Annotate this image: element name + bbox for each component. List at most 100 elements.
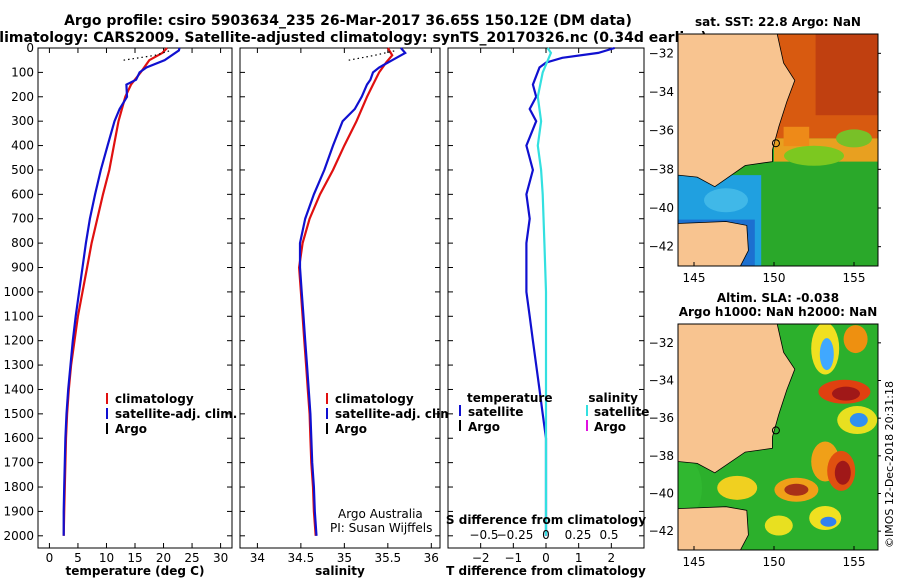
y-tick-label: 1100 [3, 309, 34, 323]
credit-line1: Argo Australia [338, 507, 423, 521]
map-body [678, 324, 878, 550]
profile-location-marker [771, 139, 780, 148]
x-tick-label: −1 [504, 551, 522, 565]
y-tick-label: −42 [649, 240, 674, 254]
x-tick-label: 0 [542, 551, 550, 565]
cool-patch [784, 145, 844, 166]
y-tick-label: −34 [649, 374, 674, 388]
y-tick-label: 400 [11, 139, 34, 153]
sla-map-panel: 145 150 155 −32 −34 −36 −38 −40 −42 Altim. SLA: -… [649, 291, 881, 569]
y-tick-label: 1300 [3, 358, 34, 372]
sla-anomaly [784, 483, 809, 496]
figure-title-line2: Climatology: CARS2009. Satellite-adjuste… [0, 30, 707, 46]
map-title-line1: Altim. SLA: -0.038 [717, 291, 839, 305]
sla-anomaly [849, 413, 868, 428]
series-line-satellite-adj-clim- [298, 47, 407, 536]
x-tick-label: 34 [250, 551, 265, 565]
transition-zone [783, 126, 810, 147]
y-tick-label: 500 [11, 163, 34, 177]
x-tick-label: 1 [575, 551, 583, 565]
x-tick-label: 30 [213, 551, 228, 565]
plot-frame [239, 47, 441, 549]
y-tick-label: 1500 [3, 407, 34, 421]
y-tick-label: 800 [11, 236, 34, 250]
temperature-panel: 0 5 10 15 20 25 300100200300400500600700800900… [3, 41, 237, 578]
y-tick-label: −36 [649, 124, 674, 138]
figure-title-line1: Argo profile: csiro 5903634_235 26-Mar-2… [64, 13, 632, 29]
cool-patch [836, 129, 872, 148]
sla-anomaly [717, 475, 758, 500]
series-line-argo [123, 49, 172, 61]
top-tick-label: −0.25 [497, 528, 534, 542]
y-tick-label: −32 [649, 336, 674, 350]
legend-title: temperature [467, 391, 552, 405]
y-tick-label: 900 [11, 261, 34, 275]
sla-anomaly [819, 338, 834, 371]
x-tick-label: 20 [156, 551, 171, 565]
legend-label: climatology [115, 392, 194, 406]
x-tick-label: 155 [843, 271, 866, 285]
y-tick-label: 0 [26, 41, 34, 55]
timestamp-stamp: ©IMOS 12-Dec-2018 20:31:18 [883, 381, 896, 548]
legend-label: satellite-adj. clim. [115, 407, 237, 421]
legend-label: Argo [468, 420, 500, 434]
y-tick-label: 600 [11, 187, 34, 201]
legend-label: satellite-adj. clim. [335, 407, 457, 421]
y-tick-label: 700 [11, 212, 34, 226]
land-mainland [678, 324, 796, 474]
y-tick-label: −40 [649, 201, 674, 215]
y-tick-label: 1600 [3, 431, 34, 445]
series-line-satellite-adj-clim- [62, 47, 181, 536]
difference-panel: −2 −1 0 1 2T difference from climatology temp… [446, 46, 649, 578]
legend-label: satellite [594, 405, 649, 419]
x-tick-label: −2 [472, 551, 490, 565]
credit-line2: PI: Susan Wijffels [330, 521, 432, 535]
series-line-salinity-satellite [536, 47, 553, 536]
y-tick-label: −34 [649, 85, 674, 99]
series-line-argo [348, 49, 397, 61]
y-tick-label: 1900 [3, 504, 34, 518]
y-tick-label: 1200 [3, 334, 34, 348]
profile-location-marker [771, 426, 780, 435]
y-tick-label: 300 [11, 114, 34, 128]
x-tick-label: 15 [127, 551, 142, 565]
x-tick-label: 0 [46, 551, 54, 565]
sla-anomaly [832, 386, 860, 401]
cold-patch [704, 188, 748, 213]
y-tick-label: 200 [11, 90, 34, 104]
land-mainland [678, 34, 796, 188]
y-tick-label: −38 [649, 449, 674, 463]
land-tasmania [678, 221, 749, 266]
plot-frame [37, 47, 233, 549]
y-tick-label: 2000 [3, 529, 34, 543]
map-frame [677, 323, 879, 551]
x-tick-label: 35 [337, 551, 352, 565]
legend-label: Argo [335, 422, 367, 436]
y-tick-label: −40 [649, 487, 674, 501]
map-title: sat. SST: 22.8 Argo: NaN [695, 15, 861, 29]
y-tick-label: 1400 [3, 382, 34, 396]
x-tick-label: 34.5 [288, 551, 315, 565]
map-body [678, 34, 878, 266]
top-axis-label: S difference from climatology [446, 513, 646, 527]
x-tick-label: 2 [608, 551, 616, 565]
legend-label: Argo [115, 422, 147, 436]
x-tick-label: 150 [763, 271, 786, 285]
sst-map-panel: 145 150 155 −32 −34 −36 −38 −40 −42 sat. SST: 22.… [649, 15, 881, 285]
x-tick-label: 36 [424, 551, 439, 565]
x-axis-label: temperature (deg C) [66, 564, 205, 578]
x-tick-label: 145 [683, 271, 706, 285]
y-tick-label: 1700 [3, 456, 34, 470]
sla-anomaly [678, 459, 702, 516]
legend-label: climatology [335, 392, 414, 406]
x-tick-label: 155 [843, 555, 866, 569]
x-tick-label: 5 [74, 551, 82, 565]
y-tick-label: −32 [649, 46, 674, 60]
x-tick-label: 150 [763, 555, 786, 569]
y-tick-label: 100 [11, 65, 34, 79]
top-tick-label: −0.5 [469, 528, 498, 542]
top-tick-label: 0 [542, 528, 550, 542]
warm-core-zone [815, 34, 878, 116]
legend-label: Argo [594, 420, 626, 434]
